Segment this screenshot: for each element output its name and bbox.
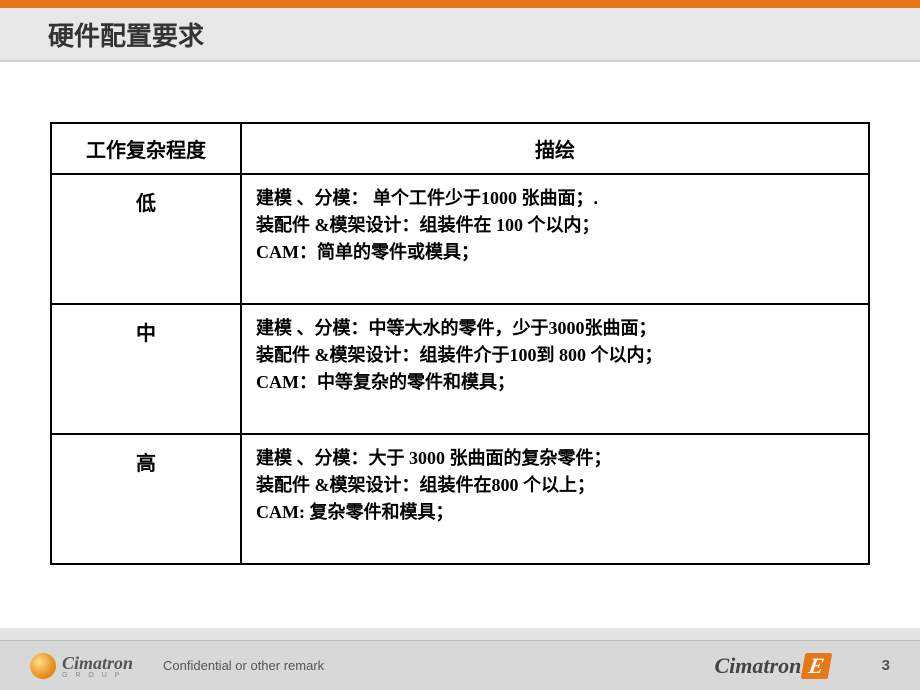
logo-left-subtext: G R O U P bbox=[62, 672, 133, 679]
level-cell-low: 低 bbox=[51, 174, 241, 304]
title-bar: 硬件配置要求 bbox=[0, 8, 920, 62]
logo-left-text: Cimatron bbox=[62, 653, 133, 673]
desc-line: 装配件 &模架设计：组装件在 100 个以内； bbox=[256, 212, 854, 239]
desc-cell-high: 建模 、分模：大于 3000 张曲面的复杂零件； 装配件 &模架设计：组装件在8… bbox=[241, 434, 869, 564]
logo-cimatron-e: CimatronE bbox=[715, 653, 831, 679]
page-title: 硬件配置要求 bbox=[48, 16, 204, 53]
level-cell-mid: 中 bbox=[51, 304, 241, 434]
logo-cimatron-group: Cimatron G R O U P bbox=[30, 653, 133, 679]
swirl-icon bbox=[30, 653, 56, 679]
desc-line: 装配件 &模架设计：组装件介于100到 800 个以内； bbox=[256, 342, 854, 369]
desc-cell-low: 建模 、分模： 单个工件少于1000 张曲面；. 装配件 &模架设计：组装件在 … bbox=[241, 174, 869, 304]
requirements-table: 工作复杂程度 描绘 低 建模 、分模： 单个工件少于1000 张曲面；. 装配件… bbox=[50, 122, 870, 565]
page-number: 3 bbox=[882, 657, 890, 674]
desc-line: CAM：简单的零件或模具； bbox=[256, 239, 854, 266]
level-cell-high: 高 bbox=[51, 434, 241, 564]
desc-cell-mid: 建模 、分模：中等大水的零件，少于3000张曲面； 装配件 &模架设计：组装件介… bbox=[241, 304, 869, 434]
table-row: 中 建模 、分模：中等大水的零件，少于3000张曲面； 装配件 &模架设计：组装… bbox=[51, 304, 869, 434]
desc-line: CAM: 复杂零件和模具； bbox=[256, 499, 854, 526]
desc-line: 建模 、分模：大于 3000 张曲面的复杂零件； bbox=[256, 445, 854, 472]
table-row: 低 建模 、分模： 单个工件少于1000 张曲面；. 装配件 &模架设计：组装件… bbox=[51, 174, 869, 304]
desc-line: 装配件 &模架设计：组装件在800 个以上； bbox=[256, 472, 854, 499]
confidential-text: Confidential or other remark bbox=[163, 658, 324, 673]
logo-right-badge: E bbox=[801, 653, 832, 679]
table-row: 高 建模 、分模：大于 3000 张曲面的复杂零件； 装配件 &模架设计：组装件… bbox=[51, 434, 869, 564]
top-accent-bar bbox=[0, 0, 920, 8]
logo-right-text: Cimatron bbox=[715, 653, 802, 678]
footer-stripe bbox=[0, 628, 920, 640]
table-header-row: 工作复杂程度 描绘 bbox=[51, 123, 869, 174]
footer-bar: Cimatron G R O U P Confidential or other… bbox=[0, 640, 920, 690]
col-header-level: 工作复杂程度 bbox=[51, 123, 241, 174]
col-header-desc: 描绘 bbox=[241, 123, 869, 174]
desc-line: CAM：中等复杂的零件和模具； bbox=[256, 369, 854, 396]
desc-line: 建模 、分模：中等大水的零件，少于3000张曲面； bbox=[256, 315, 854, 342]
main-content: 工作复杂程度 描绘 低 建模 、分模： 单个工件少于1000 张曲面；. 装配件… bbox=[0, 62, 920, 565]
desc-line: 建模 、分模： 单个工件少于1000 张曲面；. bbox=[256, 185, 854, 212]
